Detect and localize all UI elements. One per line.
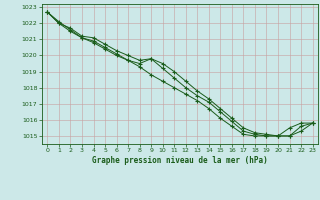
X-axis label: Graphe pression niveau de la mer (hPa): Graphe pression niveau de la mer (hPa) — [92, 156, 268, 165]
